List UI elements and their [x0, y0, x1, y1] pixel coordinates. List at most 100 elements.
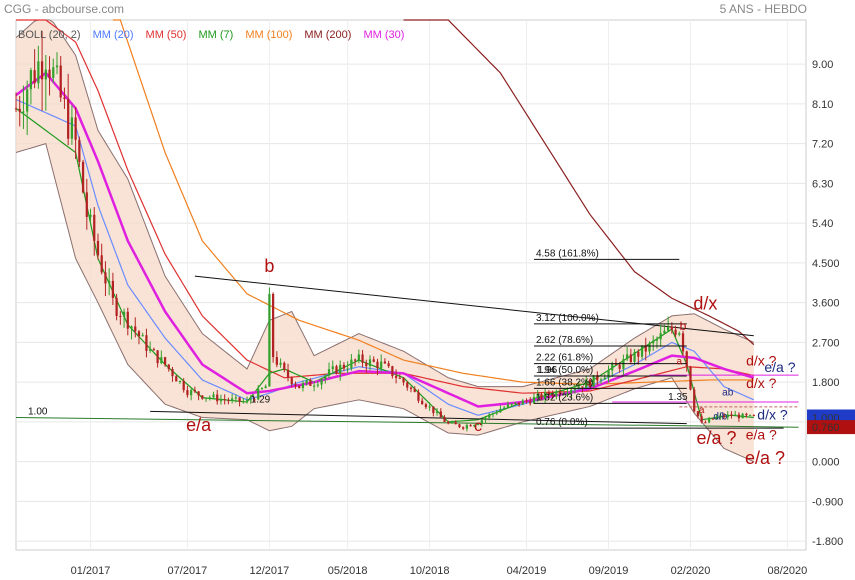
- prev-price-label: 0.760: [812, 422, 840, 434]
- x-tick-label: 07/2017: [168, 565, 208, 577]
- candle-body: [734, 414, 737, 416]
- x-tick-label: 02/2020: [671, 565, 711, 577]
- candle-body: [566, 393, 569, 395]
- pink-level-label: 1.96: [538, 365, 558, 376]
- candle-body: [63, 97, 66, 100]
- x-tick-label: 12/2017: [250, 565, 290, 577]
- candle-body: [55, 65, 59, 68]
- candle-body: [637, 351, 640, 357]
- candle-body: [693, 389, 696, 412]
- x-tick-label: 05/2018: [328, 565, 368, 577]
- candle-body: [484, 417, 487, 421]
- candle-body: [529, 400, 532, 404]
- candle-body: [216, 394, 219, 402]
- candle-body: [93, 214, 96, 241]
- candle-body: [704, 422, 707, 424]
- candle-body: [126, 311, 129, 329]
- x-tick-label: 09/2019: [589, 565, 629, 577]
- candle-body: [346, 368, 349, 370]
- x-tick-label: 04/2019: [507, 565, 547, 577]
- wave-label: d/x ?: [757, 407, 788, 423]
- candle-body: [618, 364, 621, 369]
- trendline-2: [15, 417, 799, 428]
- candle-body: [603, 377, 606, 380]
- candle-body: [70, 117, 74, 139]
- x-tick-label: 01/2017: [71, 565, 111, 577]
- candle-body: [342, 364, 346, 369]
- legend-item-1: MM (20): [92, 29, 134, 41]
- fib-label: 0.76 (0.0%): [536, 417, 588, 428]
- candle-body: [298, 385, 301, 389]
- wave-label: e/a ?: [764, 359, 795, 375]
- candle-body: [223, 399, 226, 401]
- candle-body: [454, 422, 457, 425]
- candle-body: [551, 395, 554, 397]
- y-tick-label: 5.40: [812, 218, 833, 230]
- candle-body: [163, 357, 167, 365]
- candle-body: [592, 375, 595, 387]
- chart-header: CGG - abcbourse.com 5 ANS - HEBDO: [0, 0, 855, 20]
- candle-body: [152, 349, 155, 351]
- candle-body: [294, 384, 297, 386]
- y-tick-label: 9.00: [812, 59, 833, 71]
- candle-body: [59, 65, 62, 98]
- candle-body: [272, 293, 275, 358]
- candle-body: [655, 339, 659, 341]
- candle-body: [644, 345, 647, 352]
- candle-body: [406, 382, 409, 388]
- candle-body: [380, 361, 383, 368]
- candle-body: [33, 70, 36, 84]
- candle-body: [674, 329, 677, 335]
- candle-body: [562, 393, 565, 395]
- candle-body: [473, 424, 476, 427]
- candle-body: [290, 377, 293, 385]
- candle-body: [491, 413, 495, 415]
- trendline-1: [150, 410, 687, 425]
- candle-body: [413, 388, 416, 392]
- candle-body: [506, 404, 510, 408]
- candle-body: [640, 345, 644, 357]
- candle-body: [532, 397, 536, 404]
- candle-body: [160, 357, 163, 364]
- candle-body: [421, 400, 424, 405]
- candle-body: [391, 366, 394, 377]
- wave-label: d/x ?: [746, 375, 777, 391]
- candle-body: [37, 61, 40, 84]
- candle-body: [719, 415, 722, 417]
- candle-body: [253, 399, 256, 401]
- candle-body: [193, 390, 196, 392]
- candle-body: [447, 421, 450, 424]
- candle-body: [536, 394, 539, 398]
- y-axis: 9.00 8.10 7.20 6.30 5.40 4.500 3.600 2.700 1.800…: [812, 59, 843, 548]
- candle-body: [197, 391, 200, 396]
- candle-body: [85, 192, 88, 217]
- fib-label: 2.22 (61.8%): [536, 353, 593, 364]
- candle-body: [376, 361, 379, 368]
- fib-label: 4.58 (161.8%): [536, 248, 599, 259]
- y-tick-label: 3.600: [812, 298, 840, 310]
- candle-body: [89, 214, 92, 217]
- legend-item-4: MM (100): [245, 29, 293, 41]
- candle-body: [145, 335, 148, 351]
- candle-body: [320, 379, 323, 385]
- candle-body: [361, 354, 364, 363]
- candle-body: [242, 401, 245, 403]
- y-tick-label: 6.30: [812, 178, 833, 190]
- candle-body: [715, 416, 718, 420]
- legend-item-5: MM (200): [304, 29, 352, 41]
- candle-body: [417, 391, 420, 401]
- prev-price-badge: [807, 420, 855, 435]
- candle-body: [316, 384, 319, 386]
- wave-label: a: [699, 405, 705, 416]
- candle-body: [111, 280, 115, 298]
- candle-body: [435, 411, 439, 413]
- candle-body: [301, 383, 305, 389]
- candle-body: [368, 359, 372, 367]
- candle-body: [517, 402, 521, 405]
- candle-body: [611, 363, 614, 371]
- candle-body: [212, 394, 215, 398]
- candle-body: [476, 423, 480, 425]
- candle-body: [626, 354, 629, 360]
